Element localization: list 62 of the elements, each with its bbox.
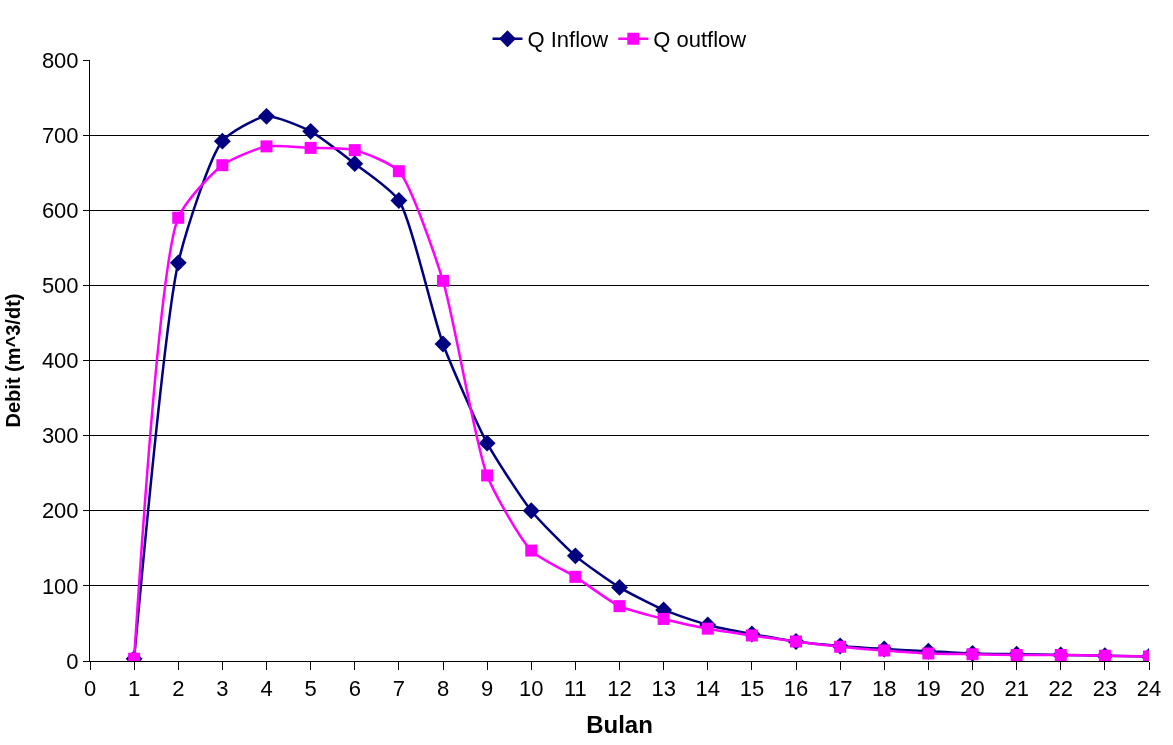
y-tick-label: 600: [41, 197, 79, 223]
x-axis-title: Bulan: [586, 710, 653, 738]
x-tick-label: 11: [563, 676, 587, 702]
y-axis-title: Debit (m^3/dt): [2, 293, 25, 428]
x-tick-label: 1: [128, 676, 141, 702]
point: [213, 132, 231, 150]
x-tick-label: 18: [872, 676, 897, 702]
point: [260, 140, 273, 153]
x-tick-label: 9: [481, 676, 494, 702]
point: [522, 502, 540, 520]
y-tick-label: 700: [41, 122, 79, 148]
point: [478, 434, 496, 452]
x-tick-label: 0: [83, 676, 97, 702]
point: [348, 144, 361, 157]
x-tick-label: 21: [1004, 676, 1029, 702]
x-tick-label: 23: [1092, 676, 1118, 702]
y-tick-label: 200: [41, 498, 79, 524]
x-tick-label: 19: [916, 676, 941, 702]
point: [390, 192, 408, 209]
legend-label: Q outflow: [653, 27, 747, 53]
y-tick-label: 400: [41, 348, 79, 374]
point: [613, 600, 626, 613]
x-tick-label: 8: [436, 676, 450, 702]
point: [172, 211, 185, 224]
point: [304, 141, 317, 154]
x-tick-label: 6: [348, 676, 361, 702]
x-tick-label: 14: [695, 676, 720, 702]
point: [302, 122, 320, 140]
point: [566, 547, 584, 565]
point: [392, 165, 405, 178]
point: [569, 570, 582, 583]
point: [611, 578, 628, 596]
x-tick-label: 12: [607, 676, 632, 702]
point: [216, 159, 229, 172]
x-tick-label: 24: [1136, 676, 1162, 702]
x-tick-label: 2: [172, 676, 185, 702]
y-tick-label: 300: [41, 423, 79, 449]
point: [657, 612, 670, 625]
legend-label: Q Inflow: [527, 27, 609, 53]
y-tick-label: 800: [41, 47, 79, 73]
x-tick-label: 17: [827, 676, 853, 702]
point: [525, 544, 538, 557]
point: [701, 622, 714, 635]
point: [481, 469, 494, 482]
point: [437, 274, 449, 287]
point: [169, 254, 187, 272]
point: [434, 335, 452, 353]
x-tick-label: 22: [1048, 676, 1073, 702]
point: [346, 155, 364, 173]
x-tick-label: 7: [392, 676, 406, 702]
x-tick-label: 10: [519, 676, 544, 702]
y-tick-label: 500: [41, 273, 79, 299]
x-tick-label: 15: [739, 676, 765, 702]
x-tick-label: 16: [783, 676, 809, 702]
y-tick-label: 100: [41, 573, 79, 599]
x-tick-label: 3: [216, 676, 229, 702]
x-tick-label: 4: [260, 676, 273, 702]
x-tick-label: 20: [960, 676, 985, 702]
x-tick-label: 5: [304, 676, 317, 702]
point: [258, 107, 275, 125]
y-tick-label: 0: [66, 648, 79, 674]
x-tick-label: 13: [651, 676, 676, 702]
